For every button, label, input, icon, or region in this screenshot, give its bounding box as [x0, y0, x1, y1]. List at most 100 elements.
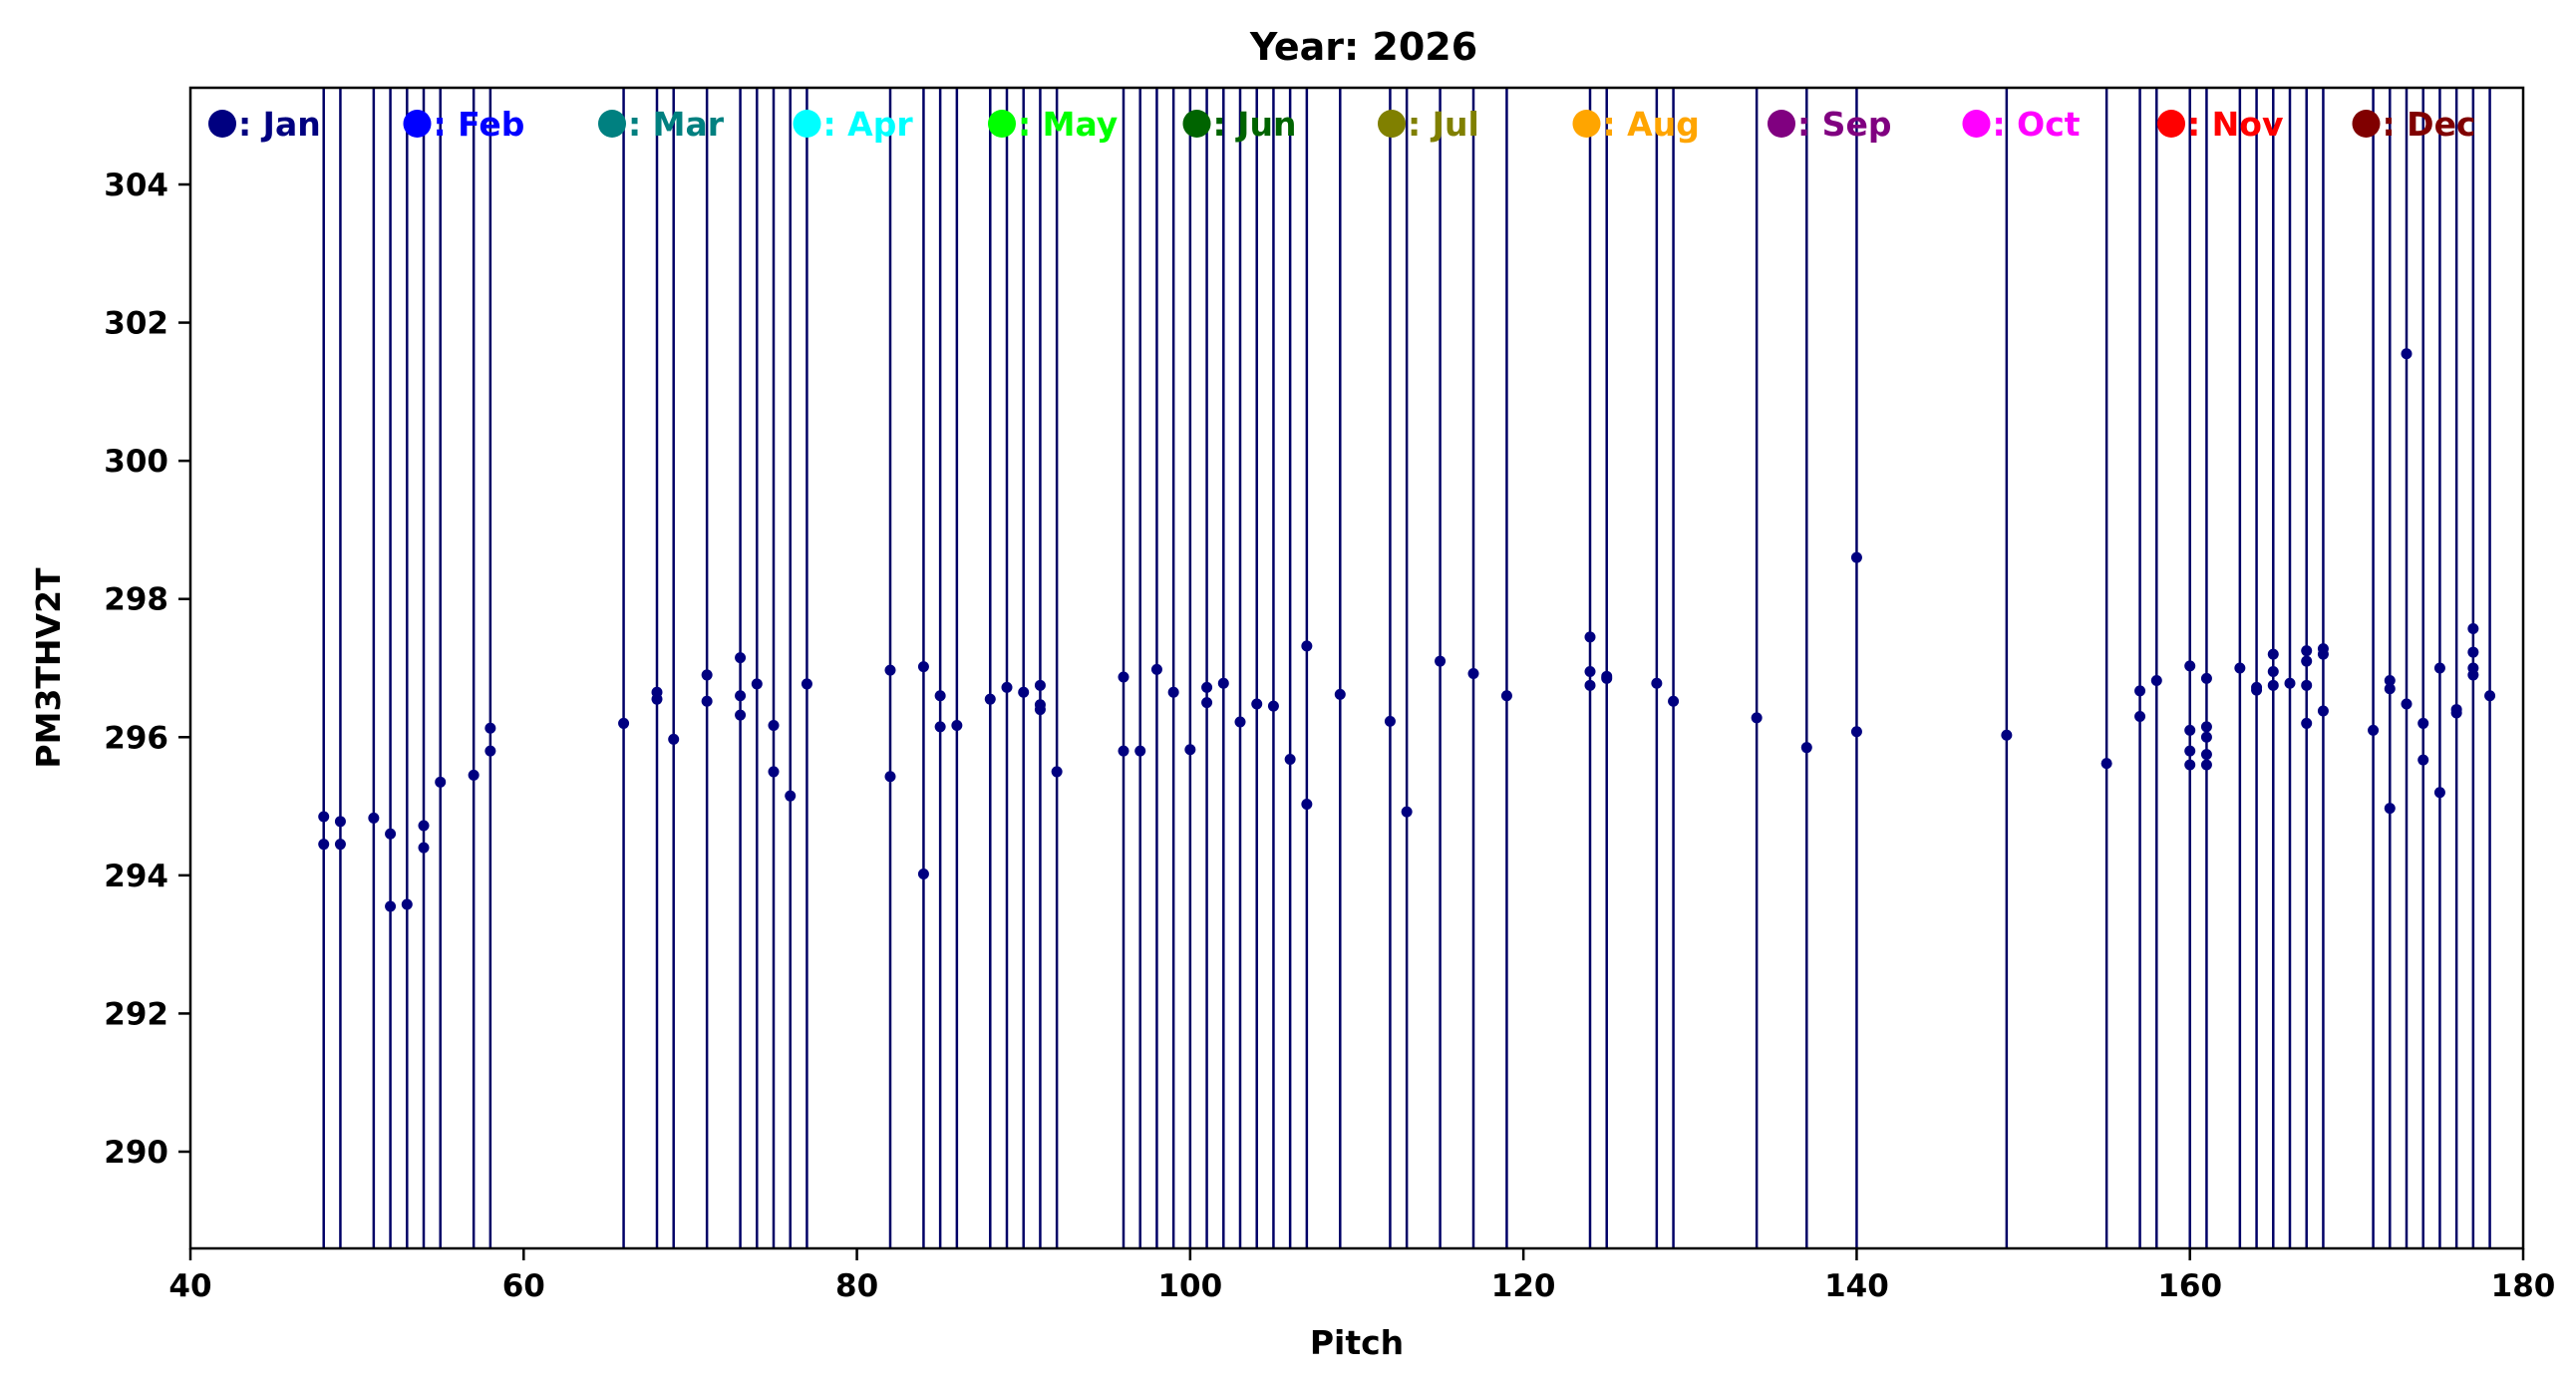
data-point	[2384, 674, 2396, 686]
y-tick-label: 302	[104, 306, 168, 342]
y-axis-label: PM3THV2T	[29, 567, 68, 769]
data-point	[2267, 679, 2279, 691]
data-point	[801, 678, 812, 690]
y-tick-label: 290	[104, 1135, 168, 1171]
legend: : Jan: Feb: Mar: Apr: May: Jun: Jul: Aug…	[208, 105, 2476, 144]
legend-label: : Jan	[238, 105, 321, 144]
data-point	[917, 867, 929, 879]
data-point	[1500, 690, 1512, 702]
x-tick-label: 180	[2491, 1268, 2556, 1304]
legend-label: : Feb	[434, 105, 525, 144]
data-point	[2134, 685, 2146, 697]
x-tick-label: 60	[502, 1268, 545, 1304]
data-point	[2184, 759, 2196, 771]
data-point	[401, 898, 413, 910]
data-point	[2301, 655, 2313, 667]
x-tick-label: 100	[1157, 1268, 1222, 1304]
data-point	[618, 717, 630, 729]
legend-marker	[1182, 110, 1211, 138]
data-point	[701, 695, 713, 707]
data-point	[2384, 683, 2396, 695]
legend-marker	[1962, 110, 1991, 138]
data-point	[1751, 712, 1763, 724]
y-tick-label: 292	[104, 996, 168, 1032]
x-tick-label: 80	[835, 1268, 878, 1304]
data-point	[2267, 648, 2279, 660]
data-point	[484, 722, 496, 734]
data-point	[334, 839, 346, 851]
data-point	[2467, 669, 2479, 681]
data-point	[1401, 806, 1413, 818]
data-point	[468, 769, 480, 781]
data-point	[1118, 671, 1129, 683]
data-point	[735, 709, 747, 721]
data-point	[2200, 672, 2212, 684]
data-point	[418, 842, 430, 854]
legend-label: : Mar	[628, 105, 725, 144]
data-point	[1668, 695, 1680, 707]
data-point	[984, 693, 996, 705]
data-point	[1467, 668, 1479, 680]
data-point	[1234, 716, 1246, 728]
data-point	[768, 720, 780, 732]
legend-marker	[793, 110, 821, 138]
legend-label: : Nov	[2187, 105, 2284, 144]
data-point	[1850, 726, 1862, 738]
data-point	[934, 721, 946, 733]
y-tick-label: 294	[104, 859, 168, 894]
data-point	[2433, 787, 2445, 799]
data-point	[1301, 640, 1313, 652]
data-point	[2150, 674, 2162, 686]
data-point	[2417, 717, 2429, 729]
data-point	[2184, 745, 2196, 757]
data-point	[2417, 754, 2429, 766]
legend-marker	[1768, 110, 1795, 138]
data-point	[368, 812, 380, 824]
data-point	[1384, 715, 1396, 727]
data-point	[2401, 348, 2413, 360]
data-point	[484, 745, 496, 757]
data-point	[2433, 662, 2445, 674]
data-point	[1267, 700, 1279, 712]
data-point	[1167, 686, 1179, 698]
legend-marker	[598, 110, 626, 138]
data-point	[1251, 698, 1263, 710]
data-point	[2301, 679, 2313, 691]
data-point	[1150, 663, 1162, 675]
data-point	[1301, 798, 1313, 810]
data-point	[2384, 803, 2396, 815]
data-point	[951, 720, 963, 732]
data-point	[1034, 704, 1046, 716]
data-point	[2267, 665, 2279, 677]
x-tick-label: 40	[168, 1268, 211, 1304]
data-point	[2450, 707, 2462, 719]
data-point	[1034, 679, 1046, 691]
legend-label: : Jul	[1408, 105, 1479, 144]
data-point	[917, 661, 929, 673]
data-point	[2317, 705, 2329, 717]
data-point	[2317, 648, 2329, 660]
legend-marker	[208, 110, 236, 138]
chart-title: Year: 2026	[1249, 25, 1477, 69]
data-point	[1651, 677, 1663, 689]
data-point	[2200, 749, 2212, 761]
data-point	[2200, 759, 2212, 771]
data-point	[2301, 645, 2313, 657]
data-point	[1134, 745, 1146, 757]
data-point	[701, 669, 713, 681]
y-tick-label: 300	[104, 444, 168, 480]
data-point	[1584, 665, 1596, 677]
y-axis: 290 292 294 296 298 300 302 304	[104, 168, 190, 1171]
data-point	[2467, 623, 2479, 635]
data-point	[2467, 646, 2479, 658]
data-point	[2401, 698, 2413, 710]
plot-frame	[188, 86, 2525, 1250]
data-point	[785, 790, 797, 802]
data-point	[1001, 681, 1013, 693]
y-tick-label: 304	[104, 168, 168, 203]
data-point	[1184, 744, 1196, 756]
data-point	[2200, 731, 2212, 743]
data-point	[1435, 655, 1447, 667]
data-point	[334, 816, 346, 828]
